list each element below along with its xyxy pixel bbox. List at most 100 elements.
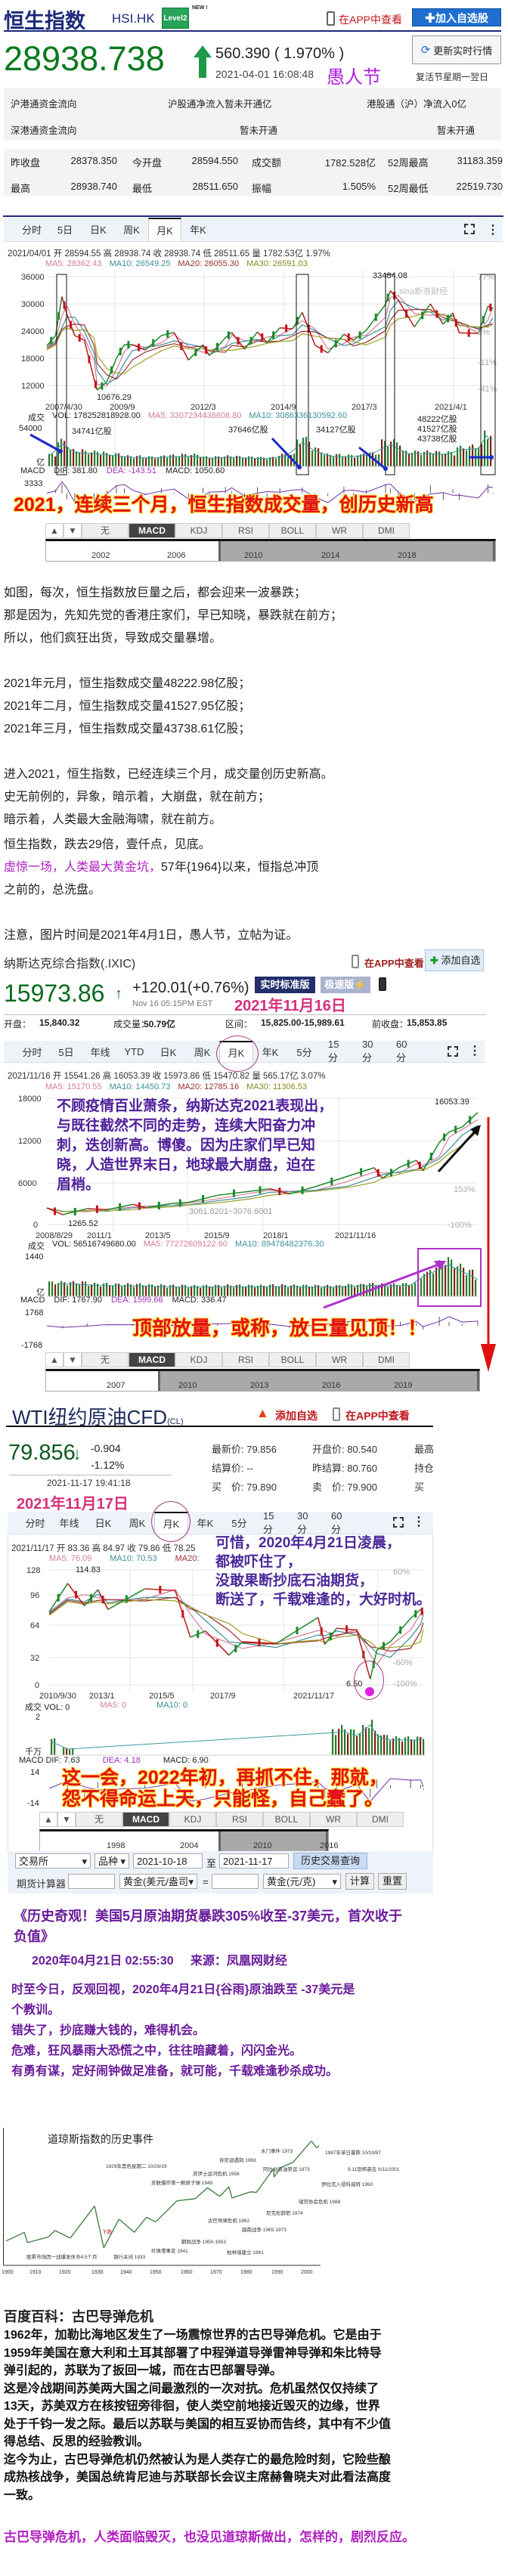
tab-10[interactable]: 30分: [362, 1039, 373, 1064]
tab-5[interactable]: 周K: [194, 1046, 211, 1058]
indicator-0[interactable]: ▲: [39, 1812, 57, 1827]
tab-0[interactable]: 分时: [22, 1046, 42, 1058]
calculate-button[interactable]: 计算: [345, 1873, 374, 1890]
unit-from-select[interactable]: 黄金(美元/盎司 ▾: [119, 1874, 197, 1889]
indicator-4[interactable]: KDJ: [169, 1812, 216, 1827]
more-options-icon[interactable]: ⋮: [487, 224, 499, 237]
indicator-7[interactable]: WR: [316, 1352, 363, 1367]
indicator-2[interactable]: 无: [82, 523, 129, 538]
indicator-7[interactable]: WR: [316, 523, 363, 538]
tab-8[interactable]: 30分: [297, 1509, 308, 1535]
indicator-5[interactable]: RSI: [222, 523, 269, 538]
tab-3[interactable]: YTD: [124, 1045, 144, 1057]
volume-bar: [245, 457, 247, 466]
indicator-3[interactable]: MACD: [129, 1352, 175, 1367]
indicator-1[interactable]: ▼: [57, 1812, 76, 1827]
indicator-1[interactable]: ▼: [64, 523, 82, 538]
tab-2[interactable]: 日K: [90, 224, 107, 236]
volume-bar: [287, 1287, 290, 1296]
history-query-button[interactable]: 历史交易查询: [293, 1853, 367, 1869]
time-navigator[interactable]: 2002 2006 2010 2014 2018: [45, 539, 496, 562]
moving-average-line: [46, 1125, 479, 1212]
price-segment: [274, 2167, 282, 2178]
tab-4[interactable]: 日K: [160, 1046, 177, 1058]
tab-11[interactable]: 60分: [396, 1039, 407, 1064]
level2-badge[interactable]: Level2: [162, 8, 189, 29]
indicator-5[interactable]: RSI: [216, 1812, 263, 1827]
more-options-icon[interactable]: ⋮: [469, 1045, 481, 1057]
volume-bar: [76, 1283, 78, 1296]
indicator-6[interactable]: BOLL: [269, 523, 316, 538]
indicator-2[interactable]: 无: [76, 1812, 122, 1827]
tab-7[interactable]: 15分: [263, 1509, 274, 1535]
refresh-quote-button[interactable]: ⟳ 更新实时行情: [412, 36, 501, 64]
time-navigator[interactable]: 1998 2004 2010 2016: [39, 1829, 338, 1852]
tab-5[interactable]: 年K: [197, 1518, 214, 1529]
tab-2[interactable]: 日K: [94, 1518, 112, 1529]
variety-select[interactable]: 品种 ▾: [94, 1853, 129, 1869]
view-in-app-link[interactable]: 在APP中查看: [364, 958, 424, 969]
hsi-caption: 2021，连续三个月，恒生指数成交量，创历史新高: [14, 494, 434, 516]
indicator-0[interactable]: ▲: [45, 1352, 64, 1367]
tab-3[interactable]: 周K: [123, 224, 140, 236]
indicator-3[interactable]: MACD: [122, 1812, 169, 1827]
fullscreen-icon[interactable]: [464, 224, 475, 234]
tab-9[interactable]: 15分: [328, 1039, 339, 1064]
tab-3[interactable]: 周K: [129, 1518, 146, 1529]
reset-button[interactable]: 重置: [378, 1873, 407, 1890]
fullscreen-icon[interactable]: [448, 1046, 458, 1057]
indicator-0[interactable]: ▲: [45, 523, 64, 538]
mobile-icon[interactable]: [379, 977, 386, 991]
candle: [101, 382, 104, 390]
indicator-2[interactable]: 无: [82, 1352, 129, 1367]
volume-bar: [420, 1278, 423, 1296]
volume-bar: [377, 1734, 379, 1755]
view-in-app-link[interactable]: 在APP中查看: [339, 14, 403, 26]
indicator-6[interactable]: BOLL: [269, 1352, 316, 1367]
fullscreen-icon[interactable]: [393, 1517, 404, 1528]
standard-version-badge[interactable]: 实时标准版: [255, 977, 315, 993]
indicator-8[interactable]: DMI: [363, 1352, 410, 1367]
vol-label: 成交: [25, 1703, 42, 1712]
volume-bar: [405, 450, 407, 466]
tab-1[interactable]: 5日: [57, 224, 73, 236]
indicator-3[interactable]: MACD: [129, 523, 175, 538]
date-to-input[interactable]: 2021-11-17: [219, 1853, 289, 1869]
calc-amount-input[interactable]: [68, 1874, 115, 1889]
indicator-1[interactable]: ▼: [64, 1352, 82, 1367]
tab-1[interactable]: 5日: [58, 1046, 74, 1058]
tab-6[interactable]: 5分: [231, 1518, 247, 1529]
tab-9[interactable]: 60分: [331, 1509, 342, 1535]
indicator-8[interactable]: DMI: [363, 523, 410, 538]
volume-bar: [260, 1284, 262, 1296]
macd-label: MACD: [20, 466, 45, 475]
exchange-select[interactable]: 交易所 ▾: [15, 1853, 91, 1869]
tab-5[interactable]: 年K: [190, 224, 206, 236]
up-arrow-icon: [194, 45, 212, 57]
unit-to-select[interactable]: 黄金(元/克) ▾: [263, 1874, 341, 1889]
tab-0[interactable]: 分时: [22, 224, 42, 236]
calc-result-input[interactable]: [212, 1874, 259, 1889]
add-to-watchlist-button[interactable]: ✚加入自选股: [412, 8, 501, 26]
date-from-input[interactable]: 2021-10-18: [133, 1853, 203, 1869]
time-navigator[interactable]: 2007 2010 2013 2016 2019: [45, 1369, 480, 1392]
fast-version-badge[interactable]: 极速版⚡: [321, 977, 370, 993]
indicator-6[interactable]: BOLL: [263, 1812, 310, 1827]
tab-2[interactable]: 年线: [90, 1046, 110, 1058]
more-options-icon[interactable]: ⋮: [413, 1516, 425, 1528]
tab-8[interactable]: 5分: [296, 1046, 312, 1058]
indicator-4[interactable]: KDJ: [175, 523, 222, 538]
tab-1[interactable]: 年线: [59, 1518, 79, 1529]
indicator-8[interactable]: DMI: [357, 1812, 404, 1827]
tab-4[interactable]: 月K: [148, 218, 181, 241]
indicator-5[interactable]: RSI: [222, 1352, 269, 1367]
volume-bar: [399, 1286, 401, 1296]
tab-0[interactable]: 分时: [25, 1518, 45, 1529]
add-watchlist-link[interactable]: 添加自选: [275, 1410, 318, 1422]
indicator-4[interactable]: KDJ: [175, 1352, 222, 1367]
tab-7[interactable]: 年K: [262, 1046, 279, 1058]
volume-bar: [324, 1286, 326, 1296]
indicator-7[interactable]: WR: [310, 1812, 357, 1827]
view-in-app-link[interactable]: 在APP中查看: [345, 1410, 410, 1422]
add-watchlist-button[interactable]: ✚ 添加自选: [425, 949, 484, 971]
